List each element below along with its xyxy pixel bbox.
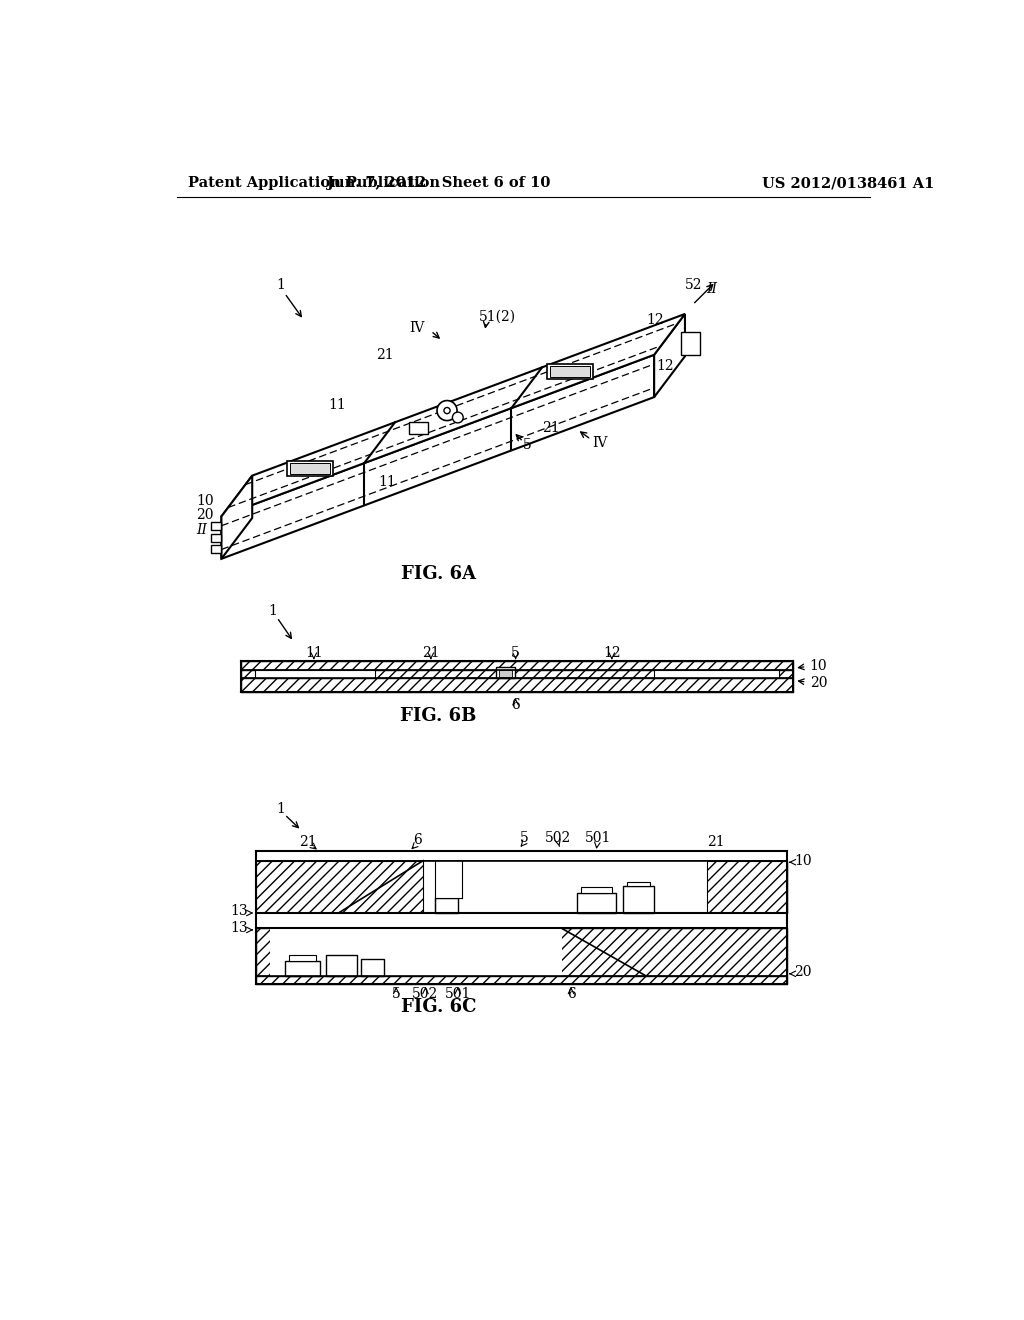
Text: 1: 1 [276,279,285,293]
Polygon shape [221,355,654,558]
Bar [256,913,786,928]
Text: 501: 501 [585,832,611,845]
Bar [686,345,695,352]
Text: 10: 10 [795,854,812,867]
Text: 13: 13 [230,904,248,919]
Text: 1: 1 [276,803,285,816]
Text: 11: 11 [328,397,346,412]
Text: 1: 1 [268,605,278,618]
Text: Patent Application Publication: Patent Application Publication [188,176,440,190]
Text: FIG. 6C: FIG. 6C [400,998,476,1016]
Circle shape [437,400,457,421]
Polygon shape [221,314,685,516]
Text: FIG. 6A: FIG. 6A [401,565,476,583]
Bar [291,463,331,474]
Bar [288,461,334,477]
Bar [581,887,611,892]
Bar [360,960,384,977]
Text: 502: 502 [413,987,438,1001]
Text: US 2012/0138461 A1: US 2012/0138461 A1 [762,176,934,190]
Bar [289,954,316,961]
Bar [256,861,423,913]
Bar [211,521,221,529]
Text: 5: 5 [519,832,528,845]
Polygon shape [221,475,252,558]
Bar [435,861,462,898]
Text: IV: IV [593,437,608,450]
Bar [286,961,319,977]
Text: 501: 501 [444,987,471,1001]
Bar [410,422,428,434]
Text: II: II [707,282,718,296]
Bar [256,928,786,977]
Bar [499,669,512,677]
Text: 6: 6 [566,987,575,1001]
Text: 21: 21 [299,836,316,849]
Bar [241,661,793,671]
Bar [435,898,458,913]
Bar [211,545,221,553]
Text: 51(2): 51(2) [479,309,516,323]
Bar [550,366,590,378]
Text: IV: IV [410,321,425,335]
Bar [326,954,357,977]
Bar [270,928,562,977]
Bar [211,535,221,543]
Text: 20: 20 [810,676,827,690]
Circle shape [453,412,463,422]
Text: 13: 13 [230,921,248,936]
Text: 12: 12 [646,313,665,327]
Bar [628,882,650,886]
Text: 6: 6 [511,698,520,711]
Polygon shape [654,314,685,397]
Text: 5: 5 [523,438,532,451]
Bar [497,668,515,678]
Bar [256,851,786,861]
Bar [547,364,593,379]
Text: 502: 502 [545,832,571,845]
Bar [624,886,654,913]
Bar [578,894,615,913]
Text: FIG. 6B: FIG. 6B [400,708,477,725]
Text: Jun. 7, 2012   Sheet 6 of 10: Jun. 7, 2012 Sheet 6 of 10 [327,176,550,190]
Text: 11: 11 [379,475,396,488]
Bar [707,861,786,913]
Text: 21: 21 [376,347,393,362]
Text: 20: 20 [197,508,214,521]
Text: 10: 10 [196,494,214,508]
Text: 5: 5 [511,645,520,660]
Bar [255,671,376,678]
Bar [654,671,779,678]
Bar [681,331,700,355]
Text: 12: 12 [603,645,621,660]
Text: 11: 11 [305,645,323,660]
Bar [241,678,793,692]
Bar [686,333,695,341]
Bar [256,861,786,913]
Bar [256,977,786,983]
Text: 21: 21 [543,421,560,434]
Bar [423,861,707,913]
Circle shape [444,408,451,413]
Bar [241,671,793,678]
Text: 52: 52 [685,279,702,293]
Text: 21: 21 [707,836,725,849]
Text: 5: 5 [392,987,400,1001]
Text: 6: 6 [413,833,421,847]
Text: II: II [197,523,208,536]
Text: 20: 20 [795,965,812,979]
Text: 12: 12 [656,359,674,374]
Text: 21: 21 [422,645,439,660]
Text: 10: 10 [810,659,827,673]
